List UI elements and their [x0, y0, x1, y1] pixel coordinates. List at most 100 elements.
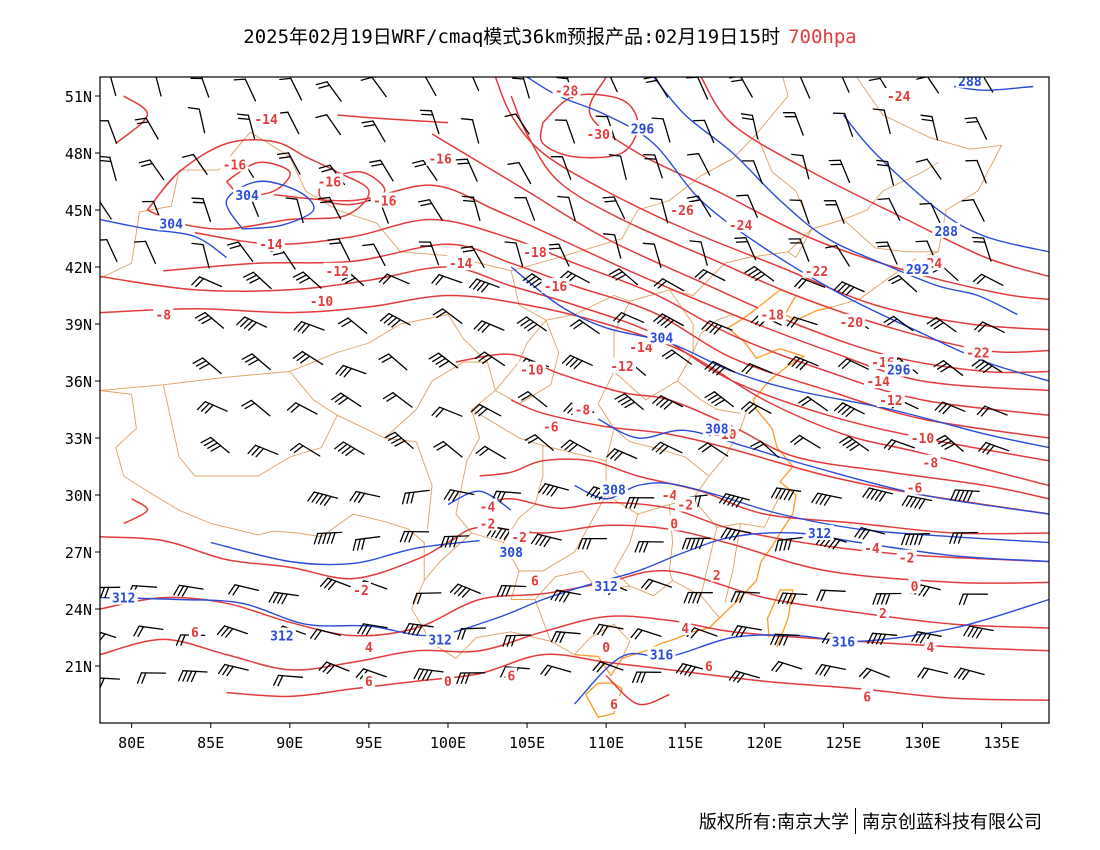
wind-barb	[794, 277, 826, 289]
lon-tick-label: 105E	[509, 734, 545, 752]
wind-barb	[832, 112, 854, 137]
temperature-label: -16	[544, 280, 568, 295]
temp-label-bg	[679, 620, 692, 635]
height-label: 308	[705, 423, 729, 438]
temperature-label: -16	[223, 158, 247, 173]
temperature-label: -10	[520, 364, 544, 379]
wind-barb	[313, 531, 343, 545]
height-label: 312	[270, 630, 293, 645]
wind-barb	[789, 199, 810, 224]
temperature-label: -8	[923, 457, 939, 472]
height-isoline	[510, 266, 1049, 449]
temperature-label: -8	[155, 309, 171, 324]
lon-tick-label: 90E	[276, 734, 303, 752]
lon-tick-label: 80E	[118, 734, 145, 752]
wind-barb	[310, 628, 341, 640]
wind-barb	[516, 316, 547, 332]
lon-tick-label: 110E	[588, 734, 624, 752]
wind-barb	[100, 155, 117, 182]
temp-label-bg	[659, 487, 680, 502]
height-isoline	[225, 180, 315, 230]
boundary-line	[724, 523, 742, 604]
wind-barb	[194, 311, 225, 329]
wind-barb	[182, 153, 208, 175]
coastline-segment	[766, 589, 794, 648]
wind-barb	[771, 660, 803, 673]
temp-label-bg	[904, 479, 925, 495]
wind-barb	[109, 77, 117, 96]
temp-label-bg	[520, 243, 549, 259]
boundary-line	[100, 390, 575, 659]
footer: 版权所有:南京大学 南京创蓝科技有限公司	[699, 808, 1042, 834]
boundary-line	[495, 319, 560, 405]
lon-tick-label: 100E	[430, 734, 466, 752]
height-label-bg	[932, 222, 961, 238]
wind-barb	[473, 320, 505, 333]
temp-label-bg	[584, 126, 613, 141]
wind-barb	[100, 586, 121, 599]
height-label-bg	[233, 186, 262, 202]
wind-barb	[883, 439, 915, 451]
wind-barb	[934, 401, 966, 415]
boundary-line	[787, 228, 813, 259]
temperature-label: 2	[879, 607, 887, 622]
height-label-bg	[267, 627, 296, 643]
wind-barb	[456, 672, 486, 685]
wind-barb	[823, 200, 845, 224]
wind-barb	[901, 495, 933, 510]
temp-label-bg	[896, 549, 917, 565]
boundary-line	[100, 314, 449, 391]
temp-label-bg	[350, 582, 371, 597]
height-label: 288	[958, 75, 982, 90]
temp-label-bg	[441, 673, 454, 689]
wind-barb	[606, 448, 638, 461]
temp-label-bg	[323, 262, 352, 278]
wind-barb	[603, 233, 622, 259]
boundary-line	[676, 314, 733, 382]
temp-label-bg	[426, 150, 455, 166]
temperature-label: 0	[444, 675, 452, 690]
temperature-label: -16	[373, 195, 397, 210]
wind-barb	[292, 271, 322, 289]
temp-label-bg	[370, 192, 399, 208]
temperature-label: -4	[662, 489, 678, 504]
wind-barb	[191, 242, 210, 269]
wind-barb	[504, 113, 530, 135]
temperature-isotherm	[479, 458, 1049, 535]
wind-barb	[838, 358, 869, 370]
wind-barb	[920, 114, 939, 141]
temperature-label: -18	[523, 246, 547, 261]
wind-barb	[608, 268, 639, 286]
wind-barb	[915, 158, 942, 180]
temperature-isotherm	[479, 498, 1049, 563]
temp-label-bg	[362, 639, 375, 654]
temp-label-bg	[315, 173, 344, 189]
wind-barb	[569, 319, 600, 335]
boundary-line	[510, 570, 599, 600]
temperature-label: -30	[586, 128, 610, 143]
wind-barb	[530, 533, 562, 548]
boundary-line	[471, 301, 631, 462]
wind-barb	[419, 109, 440, 135]
temperature-isotherm	[431, 133, 1049, 374]
temperature-isotherm	[100, 266, 1049, 462]
wind-barb	[517, 391, 548, 408]
wind-barb	[876, 159, 895, 186]
height-label: 304	[159, 217, 183, 232]
wind-barb	[369, 159, 394, 182]
temp-label-bg	[446, 255, 475, 271]
wind-barb	[734, 237, 757, 261]
temperature-isotherm	[100, 615, 1049, 671]
lat-tick-label: 21N	[65, 658, 92, 676]
boundary-line	[534, 599, 552, 642]
wind-barb	[965, 159, 987, 184]
wind-barb	[217, 663, 249, 677]
wind-barb	[134, 117, 159, 140]
wind-barb	[974, 321, 1005, 333]
boundary-line	[843, 219, 939, 253]
temperature-label: -16	[428, 153, 452, 168]
height-label-bg	[884, 361, 913, 377]
temp-label-bg	[552, 82, 581, 98]
temperature-label: -2	[511, 531, 527, 546]
wind-barb	[971, 236, 992, 262]
